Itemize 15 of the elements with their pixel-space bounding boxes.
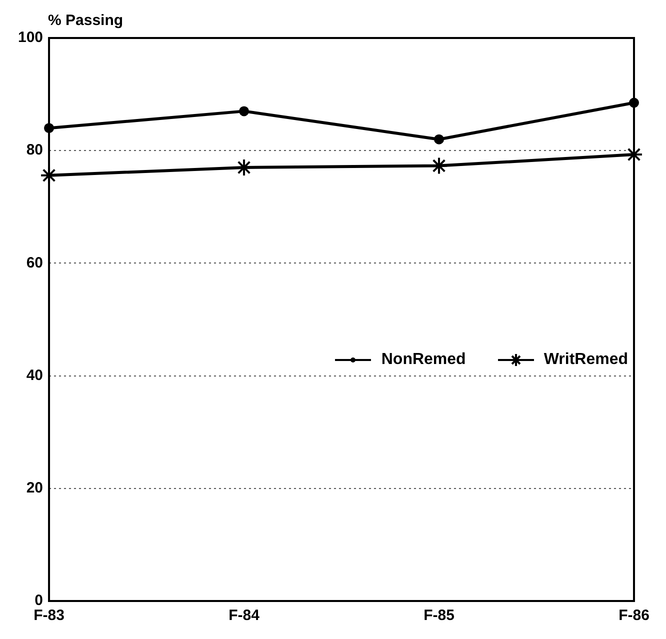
y-tick-label: 0 <box>34 592 44 610</box>
legend-label: NonRemed <box>381 350 466 369</box>
x-tick-label: F-86 <box>618 607 650 624</box>
y-tick-label: 80 <box>26 142 44 159</box>
y-tick-label: 20 <box>26 480 44 497</box>
legend-label: WritRemed <box>544 350 628 369</box>
point <box>239 106 250 116</box>
y-tick-label: 60 <box>26 254 44 272</box>
y-axis-title: % Passing <box>48 12 124 29</box>
x-tick-label: F-84 <box>228 607 260 624</box>
x-tick-label: F-85 <box>424 607 454 624</box>
y-tick-label: 100 <box>18 29 44 46</box>
y-tick-label: 40 <box>26 366 44 384</box>
x-tick-label: F-83 <box>34 607 64 624</box>
point <box>434 134 444 144</box>
